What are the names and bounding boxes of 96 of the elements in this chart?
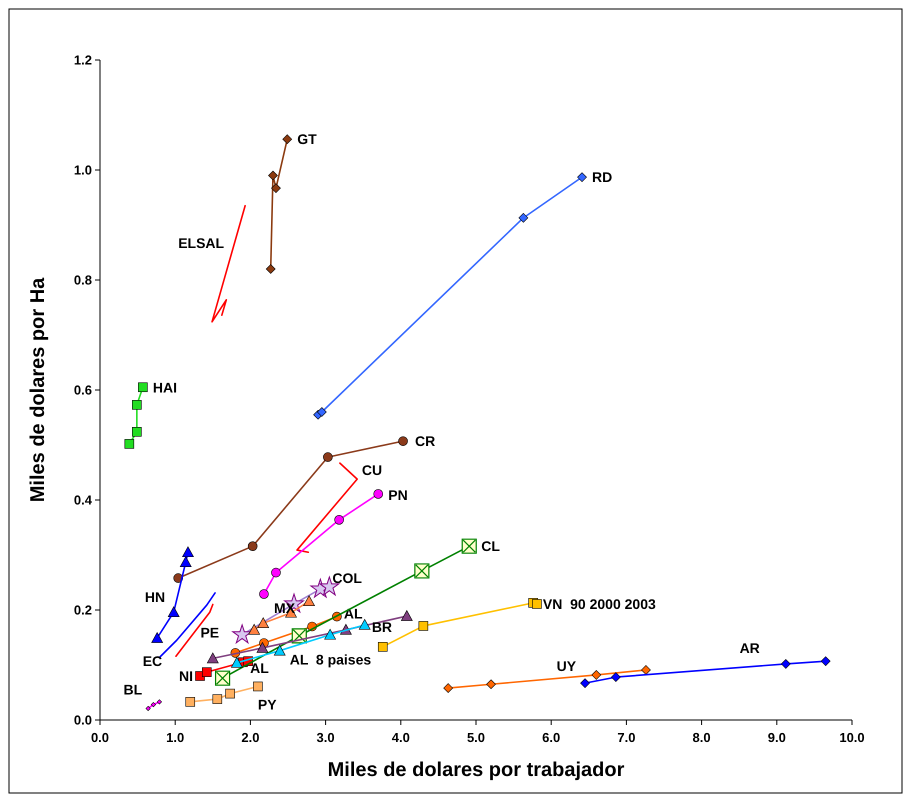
- point: [462, 538, 477, 554]
- series-label: RD: [592, 169, 612, 186]
- point: [641, 665, 651, 675]
- point: [820, 656, 830, 666]
- series-label: CR: [415, 433, 436, 450]
- point: [373, 489, 384, 499]
- point: [212, 694, 222, 704]
- point: [398, 436, 408, 446]
- series-label: BR: [372, 619, 392, 636]
- y-tick-label: 0.8: [74, 272, 92, 288]
- point: [323, 452, 333, 462]
- series-label: AR: [740, 640, 760, 656]
- point: [182, 546, 194, 558]
- point: [150, 702, 156, 708]
- line-series: [296, 462, 358, 554]
- series-label: PN: [388, 486, 408, 503]
- point: [317, 407, 327, 417]
- point: [180, 556, 192, 567]
- y-tick-label: 0.2: [74, 602, 92, 618]
- annotation: AL: [250, 660, 270, 676]
- point: [271, 183, 281, 193]
- point: [248, 624, 260, 635]
- y-tick-label: 0.4: [74, 492, 93, 508]
- point: [225, 688, 235, 698]
- point: [132, 427, 142, 437]
- series-label: CU: [362, 462, 382, 478]
- y-tick-label: 0.0: [74, 712, 92, 728]
- point: [358, 619, 371, 630]
- series-label: HAI: [152, 379, 177, 396]
- point: [443, 683, 453, 693]
- point: [781, 659, 791, 669]
- point: [146, 706, 151, 711]
- x-tick-label: 6.0: [542, 730, 560, 745]
- series-label: PE: [200, 624, 220, 640]
- point: [611, 672, 621, 682]
- point: [168, 606, 180, 617]
- x-tick-label: 8.0: [692, 730, 711, 745]
- x-tick-label: 2.0: [241, 730, 260, 745]
- x-tick-label: 1.0: [166, 730, 184, 745]
- x-tick-label: 3.0: [316, 730, 335, 745]
- point: [156, 699, 162, 704]
- x-tick-label: 4.0: [392, 730, 410, 745]
- point: [214, 670, 230, 686]
- y-tick-label: 1.0: [74, 162, 92, 178]
- point: [532, 599, 542, 609]
- y-tick-label: 0.6: [74, 382, 92, 398]
- point: [518, 213, 528, 223]
- series-label: BL: [123, 681, 143, 698]
- x-tick-label: 10.0: [839, 730, 865, 745]
- y-tick-label: 1.2: [74, 52, 92, 68]
- point: [271, 568, 281, 578]
- point: [132, 400, 142, 410]
- point: [486, 679, 496, 690]
- series-label: ELSAL: [178, 234, 225, 251]
- point: [202, 667, 212, 677]
- point: [580, 678, 590, 688]
- point: [257, 617, 269, 628]
- series-label: VN 90 2000 2003: [542, 596, 656, 612]
- series-label: UY: [556, 658, 577, 674]
- point: [124, 439, 134, 449]
- point: [259, 589, 269, 599]
- point: [256, 642, 268, 653]
- series-label: EC: [142, 652, 162, 669]
- series-label: NI: [179, 668, 194, 684]
- point: [303, 595, 315, 606]
- point: [185, 697, 196, 707]
- x-tick-label: 7.0: [617, 730, 636, 745]
- point: [324, 628, 336, 640]
- point: [231, 657, 243, 668]
- x-tick-label: 5.0: [466, 730, 486, 745]
- point: [577, 172, 587, 182]
- x-axis-title: Miles de dolares por trabajador: [328, 759, 625, 781]
- point: [248, 541, 258, 551]
- point: [138, 382, 148, 392]
- point: [418, 621, 428, 631]
- point: [151, 632, 163, 643]
- x-tick-label: 9.0: [768, 730, 786, 745]
- point: [268, 170, 278, 180]
- point: [266, 264, 276, 274]
- x-tick-label: 0.0: [90, 730, 110, 745]
- series-label: AL 8 paises: [290, 652, 372, 668]
- point: [592, 670, 602, 680]
- series-label: HN: [144, 589, 166, 606]
- series-label: CL: [481, 538, 500, 554]
- point: [207, 652, 219, 664]
- y-axis-title: Miles de dolares por Ha: [27, 276, 49, 502]
- point: [378, 642, 388, 652]
- series-label: GT: [297, 131, 318, 148]
- point: [282, 134, 292, 144]
- point: [253, 682, 263, 692]
- series-label: COL: [332, 570, 362, 586]
- point: [274, 644, 286, 656]
- series-label: PY: [258, 696, 278, 712]
- point: [401, 610, 413, 621]
- point: [414, 563, 430, 579]
- point: [334, 515, 344, 525]
